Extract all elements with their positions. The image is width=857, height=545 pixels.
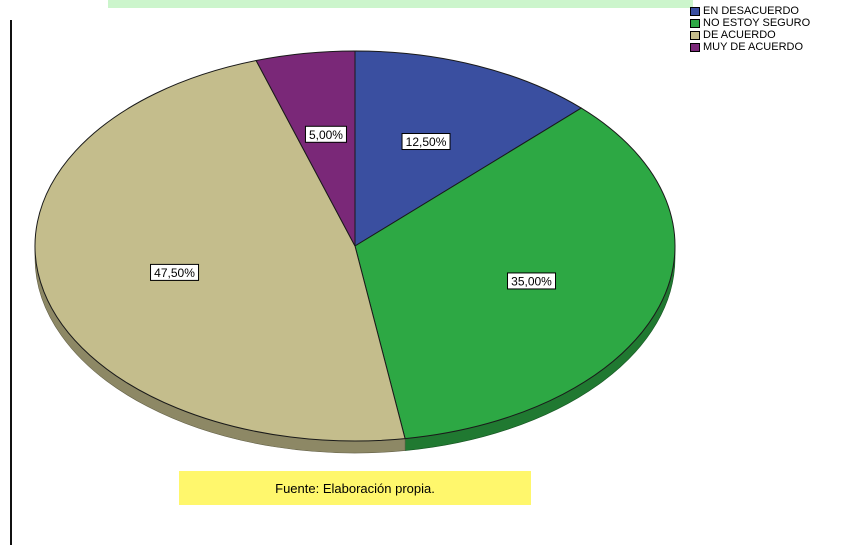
source-note: Fuente: Elaboración propia. [179,471,531,505]
data-label-box-de-acuerdo [150,263,200,281]
legend-swatch-de-acuerdo [690,30,700,40]
data-label-no-estoy-seguro: 35,00% [511,274,552,288]
legend-label-de-acuerdo: DE ACUERDO [703,29,776,41]
data-label-box-en-desacuerdo [401,133,451,151]
pie-slice-muy-de-acuerdo [255,50,356,247]
data-label-en-desacuerdo: 12,50% [406,135,447,149]
legend-label-no-estoy-seguro: NO ESTOY SEGURO [703,17,811,29]
legend-item-en-desacuerdo: EN DESACUERDO [690,5,810,17]
data-label-de-acuerdo: 47,50% [154,266,195,280]
legend-label-en-desacuerdo: EN DESACUERDO [703,5,799,17]
legend-item-de-acuerdo: DE ACUERDO [690,29,810,41]
left-border-line [10,20,12,545]
data-label-box-muy-de-acuerdo [304,125,347,143]
source-note-text: Fuente: Elaboración propia. [275,480,435,496]
legend-swatch-en-desacuerdo [690,6,700,16]
data-label-muy-de-acuerdo: 5,00% [309,128,343,142]
legend: EN DESACUERDO NO ESTOY SEGURO DE ACUERDO… [690,5,810,53]
pie-slice-en-desacuerdo [354,50,583,247]
legend-item-muy-de-acuerdo: MUY DE ACUERDO [690,41,810,53]
legend-label-muy-de-acuerdo: MUY DE ACUERDO [703,41,804,53]
pie-slice-de-acuerdo [34,59,406,442]
legend-swatch-muy-de-acuerdo [690,42,700,52]
legend-swatch-no-estoy-seguro [690,18,700,28]
data-label-box-no-estoy-seguro [507,272,557,290]
legend-item-no-estoy-seguro: NO ESTOY SEGURO [690,17,810,29]
chart-title-band [108,0,693,8]
